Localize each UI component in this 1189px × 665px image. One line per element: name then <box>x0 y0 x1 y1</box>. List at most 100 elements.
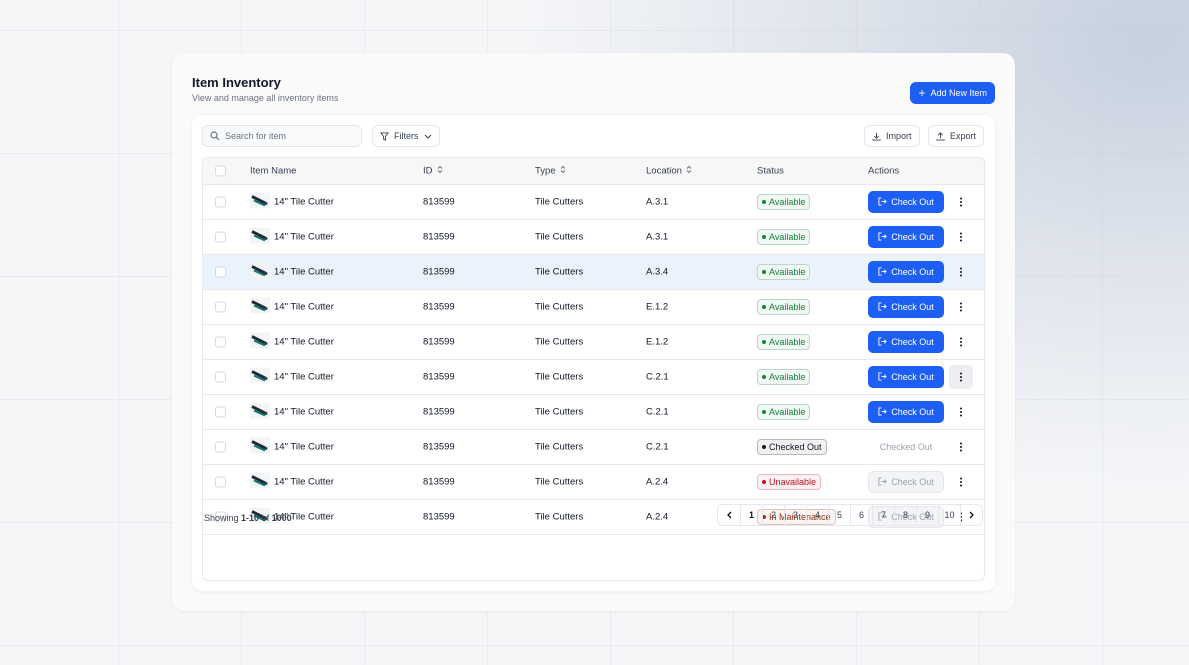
page-number[interactable]: 8 <box>894 505 916 525</box>
check-out-button[interactable]: Check Out <box>868 261 944 283</box>
checkbox[interactable] <box>215 165 226 177</box>
checkbox[interactable] <box>215 476 226 488</box>
check-out-icon <box>878 231 887 243</box>
more-menu[interactable] <box>949 400 973 424</box>
cell-id: 813599 <box>423 372 455 383</box>
item-location: E.1.2 <box>646 336 669 348</box>
check-out-button[interactable]: Check Out <box>868 401 944 423</box>
cell-type: Tile Cutters <box>535 477 583 488</box>
column-header: Actions <box>868 166 899 177</box>
item-type: Tile Cutters <box>535 301 584 313</box>
import-button[interactable]: Import <box>864 125 920 147</box>
page-number[interactable]: 3 <box>784 505 806 525</box>
status-cell: Available <box>757 229 811 245</box>
check-out-button[interactable]: Check Out <box>868 191 944 213</box>
import-label: Import <box>886 131 912 141</box>
cell-location: C.2.1 <box>646 442 669 453</box>
status-cell: Available <box>757 404 811 420</box>
page-number[interactable]: 9 <box>916 505 938 525</box>
checkbox[interactable] <box>215 336 226 348</box>
action-cell: Check Out <box>868 191 944 213</box>
page-number[interactable]: 4 <box>806 505 828 525</box>
item-id: 813599 <box>423 301 455 313</box>
item-id: 813599 <box>423 406 455 418</box>
item-type: Tile Cutters <box>535 441 584 453</box>
add-button-label: Add New Item <box>930 88 987 98</box>
check-out-button[interactable]: Check Out <box>868 331 944 353</box>
page-number[interactable]: 1 <box>740 505 762 525</box>
item-name-cell: 14" Tile Cutter <box>250 402 334 422</box>
checkbox[interactable] <box>215 196 226 208</box>
prev-page[interactable] <box>718 505 740 525</box>
action-cell: Check Out <box>868 401 944 423</box>
status-label: Available <box>769 267 806 277</box>
cell-id: 813599 <box>423 197 455 208</box>
cell-type: Tile Cutters <box>535 232 583 243</box>
checkbox[interactable] <box>215 441 226 453</box>
of: of <box>261 513 270 523</box>
add-button[interactable]: + Add New Item <box>910 82 995 104</box>
page-number[interactable]: 2 <box>762 505 784 525</box>
more-menu[interactable] <box>949 470 973 494</box>
item-thumbnail <box>250 402 270 422</box>
showing-text: Showing 1-10 of 1000 <box>204 513 292 523</box>
page-number[interactable]: 5 <box>828 505 850 525</box>
status-dot <box>762 410 766 414</box>
page-number[interactable]: 6 <box>850 505 872 525</box>
checkbox[interactable] <box>215 266 226 278</box>
status-dot <box>762 235 766 239</box>
more-menu[interactable] <box>949 295 973 319</box>
item-type: Tile Cutters <box>535 336 584 348</box>
sort-icon[interactable] <box>560 165 566 177</box>
column-label: Type <box>535 165 556 177</box>
subtitle: View and manage all inventory items <box>192 93 339 103</box>
checkbox[interactable] <box>215 406 226 418</box>
item-name-cell: 14" Tile Cutter <box>250 507 334 527</box>
page-number[interactable]: 10 <box>938 505 960 525</box>
more-menu[interactable] <box>949 260 973 284</box>
check-out-icon <box>878 266 887 278</box>
checkbox[interactable] <box>215 301 226 313</box>
check-out-button[interactable]: Check Out <box>868 366 944 388</box>
checkbox-cell <box>215 511 226 523</box>
checkbox[interactable] <box>215 231 226 243</box>
action-label: Check Out <box>891 197 934 207</box>
kebab-cell <box>949 470 973 494</box>
more-menu[interactable] <box>949 190 973 214</box>
check-out-button: Checked Out <box>868 436 944 458</box>
filters-button[interactable]: Filters <box>372 125 440 147</box>
table-row: 14" Tile Cutter 813599 Tile Cutters A.3.1 Av… <box>203 220 984 255</box>
status-label: Available <box>769 232 806 242</box>
action-cell: Check Out <box>868 471 944 493</box>
check-out-button[interactable]: Check Out <box>868 226 944 248</box>
status-cell: Checked Out <box>757 439 827 455</box>
action-cell: Check Out <box>868 366 944 388</box>
item-location: A.3.1 <box>646 231 669 243</box>
status-cell: In Maintenance <box>757 509 836 525</box>
search-box[interactable]: Search for item <box>202 125 362 147</box>
sort-icon[interactable] <box>686 165 692 177</box>
checkbox[interactable] <box>215 371 226 383</box>
checkbox-cell <box>215 196 226 208</box>
more-menu[interactable] <box>949 435 973 459</box>
checkbox-cell <box>215 231 226 243</box>
export-button[interactable]: Export <box>928 125 985 147</box>
item-name-cell: 14" Tile Cutter <box>250 297 334 317</box>
item-name-cell: 14" Tile Cutter <box>250 192 334 212</box>
more-menu[interactable] <box>949 330 973 354</box>
status-dot <box>762 305 766 309</box>
sort-icon[interactable] <box>437 165 443 177</box>
next-page[interactable] <box>960 505 982 525</box>
page-number[interactable]: 7 <box>872 505 894 525</box>
more-menu[interactable] <box>949 225 973 249</box>
cell-location: A.2.4 <box>646 512 668 523</box>
item-id: 813599 <box>423 231 455 243</box>
showing: Showing <box>204 513 239 523</box>
more-menu[interactable] <box>949 365 973 389</box>
kebab-cell <box>949 190 973 214</box>
action-cell: Check Out <box>868 261 944 283</box>
check-out-button[interactable]: Check Out <box>868 296 944 318</box>
checkbox[interactable] <box>215 511 226 523</box>
column-label: ID <box>423 165 433 177</box>
cell-id: 813599 <box>423 337 455 348</box>
